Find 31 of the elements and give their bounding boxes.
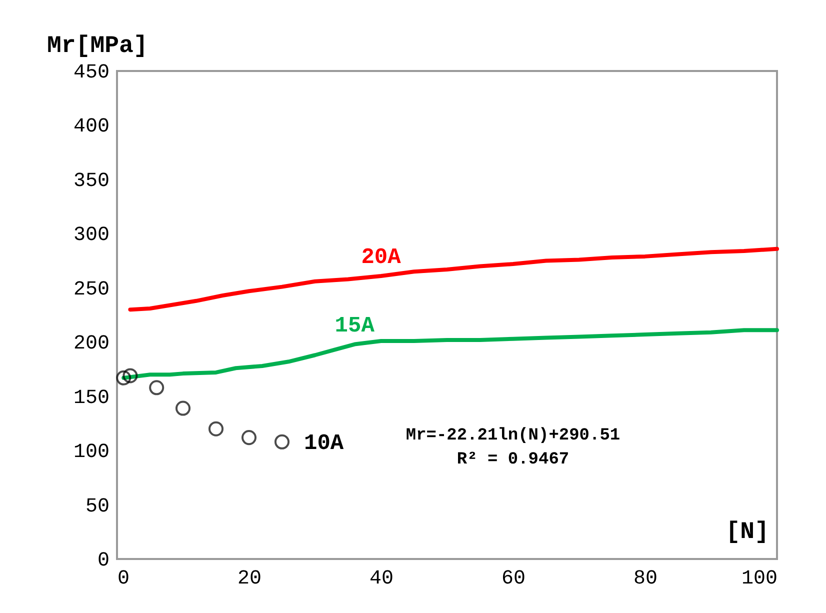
point: [175, 400, 191, 416]
line-series: [128, 246, 779, 312]
y-tick-label: 350: [73, 170, 110, 193]
series-label: 20A: [361, 244, 402, 270]
x-tick-label: 20: [237, 568, 262, 590]
point: [274, 434, 290, 450]
point: [116, 370, 132, 386]
y-tick-label: 100: [73, 441, 110, 464]
point: [149, 380, 164, 396]
y-tick-label: 200: [73, 332, 110, 356]
annotation: Mr=-22.21ln(N)+290.51: [406, 426, 620, 446]
point: [241, 430, 257, 446]
y-tick-label: 400: [73, 116, 110, 139]
annotation: R² = 0.9467: [456, 450, 570, 470]
y-tick-label: 300: [73, 224, 110, 248]
x-tick-label: 80: [633, 568, 658, 590]
x-tick-label: 0: [118, 568, 130, 590]
x-tick-label: 100: [741, 568, 778, 590]
series-label: 10A: [304, 430, 344, 456]
x-tick-label: 40: [369, 568, 394, 590]
x-axis-title: [N]: [726, 519, 769, 546]
point: [208, 421, 224, 436]
y-axis-title: Mr[MPa]: [47, 33, 148, 60]
series-label: 15A: [334, 313, 376, 338]
point: [122, 368, 138, 384]
y-tick-label: 250: [73, 278, 110, 302]
y-tick-label: 50: [85, 495, 110, 518]
x-tick-label: 60: [501, 568, 526, 590]
y-tick-label: 450: [73, 62, 110, 84]
y-tick-label: 0: [97, 550, 110, 572]
y-tick-label: 150: [73, 386, 110, 410]
